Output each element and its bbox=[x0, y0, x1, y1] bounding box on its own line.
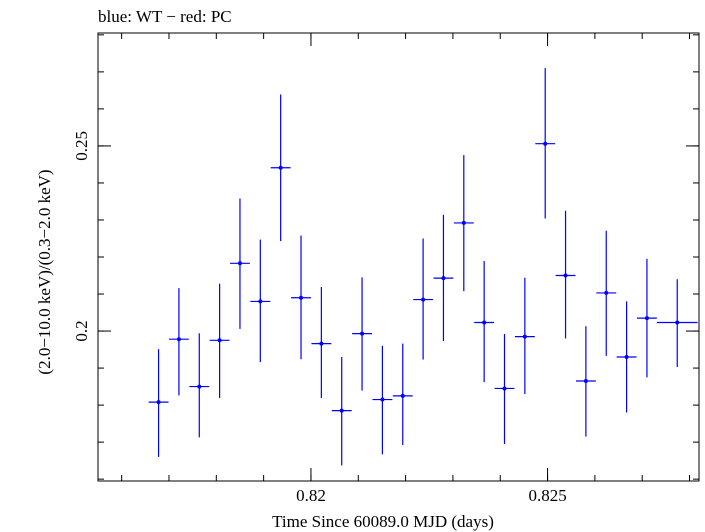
data-point bbox=[352, 277, 372, 391]
data-point bbox=[474, 261, 495, 383]
data-point bbox=[616, 301, 637, 413]
point-marker bbox=[522, 334, 527, 339]
point-marker bbox=[441, 276, 446, 281]
point-marker bbox=[237, 261, 242, 266]
point-marker bbox=[197, 384, 202, 389]
data-points bbox=[148, 68, 698, 466]
data-point bbox=[514, 277, 535, 394]
data-point bbox=[291, 235, 311, 360]
data-point bbox=[270, 94, 291, 242]
data-point bbox=[230, 198, 250, 329]
data-point bbox=[392, 343, 413, 446]
point-marker bbox=[319, 341, 324, 346]
chart-title: blue: WT − red: PC bbox=[98, 7, 232, 26]
point-marker bbox=[176, 337, 181, 342]
point-marker bbox=[156, 400, 161, 405]
point-marker bbox=[421, 297, 426, 302]
point-marker bbox=[675, 320, 680, 325]
y-tick-label: 0.2 bbox=[72, 320, 91, 341]
data-point bbox=[637, 258, 657, 378]
point-marker bbox=[543, 141, 548, 146]
data-point bbox=[331, 356, 352, 466]
data-point bbox=[555, 210, 576, 339]
point-marker bbox=[563, 273, 568, 278]
point-marker bbox=[217, 338, 222, 343]
x-tick-label: 0.825 bbox=[528, 486, 566, 505]
axes: 0.82 0.825 0.2 0.25 bbox=[72, 32, 700, 505]
point-marker bbox=[360, 331, 365, 336]
data-point bbox=[189, 333, 210, 438]
data-point bbox=[311, 286, 332, 399]
data-point bbox=[209, 283, 230, 399]
x-tick-label: 0.82 bbox=[296, 486, 326, 505]
point-marker bbox=[461, 220, 466, 225]
point-marker bbox=[278, 165, 283, 170]
point-marker bbox=[299, 295, 304, 300]
data-point bbox=[250, 239, 271, 363]
data-point bbox=[494, 334, 515, 444]
point-marker bbox=[380, 397, 385, 402]
point-marker bbox=[400, 393, 405, 398]
data-point bbox=[372, 345, 393, 455]
data-point bbox=[596, 230, 617, 356]
point-marker bbox=[258, 299, 263, 304]
x-axis-label: Time Since 60089.0 MJD (days) bbox=[272, 512, 494, 531]
data-point bbox=[413, 238, 434, 360]
point-marker bbox=[339, 408, 344, 413]
point-marker bbox=[583, 379, 588, 384]
point-marker bbox=[644, 316, 649, 321]
data-point bbox=[535, 68, 556, 219]
y-tick-label: 0.25 bbox=[72, 131, 91, 161]
plot-frame bbox=[97, 32, 700, 482]
data-point bbox=[433, 214, 454, 342]
y-axis-label: (2.0−10.0 keV)/(0.3−2.0 keV) bbox=[35, 169, 54, 374]
point-marker bbox=[482, 320, 487, 325]
point-marker bbox=[604, 290, 609, 295]
data-point bbox=[453, 155, 474, 292]
data-point bbox=[656, 279, 698, 367]
data-point bbox=[168, 288, 189, 396]
point-marker bbox=[624, 354, 629, 359]
point-marker bbox=[502, 386, 507, 391]
data-point bbox=[575, 326, 596, 437]
data-point bbox=[148, 349, 169, 457]
